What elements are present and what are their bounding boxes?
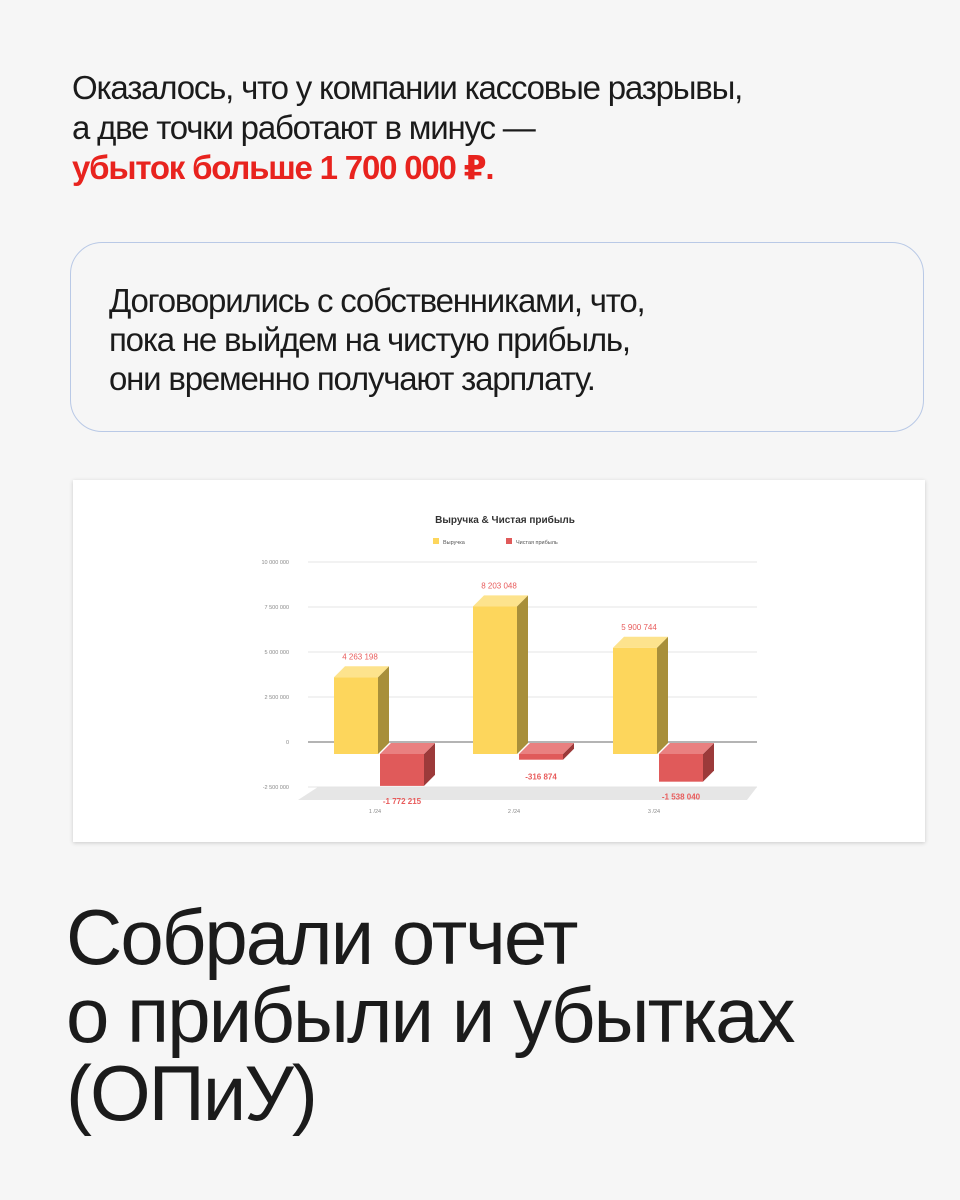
revenue-bar bbox=[613, 647, 657, 754]
bar-side bbox=[517, 595, 528, 754]
note-line: пока не выйдем на чистую прибыль, bbox=[109, 321, 631, 358]
chart-title: Выручка & Чистая прибыль bbox=[435, 514, 575, 526]
y-tick-label: -2 500 000 bbox=[263, 785, 289, 791]
bar-side bbox=[378, 666, 389, 754]
intro-line: а две точки работают в минус — bbox=[72, 109, 536, 146]
y-tick-label: 10 000 000 bbox=[261, 560, 289, 566]
intro-line: Оказалось, что у компании кассовые разры… bbox=[72, 69, 743, 106]
chart-floor bbox=[298, 787, 757, 800]
x-tick-label: 2 /24 bbox=[508, 809, 520, 815]
y-tick-label: 0 bbox=[286, 740, 289, 746]
bar-top bbox=[659, 743, 714, 754]
note-line: Договорились с собственниками, что, bbox=[109, 282, 646, 319]
x-tick-label: 1 /24 bbox=[369, 809, 381, 815]
revenue-bar bbox=[334, 677, 378, 754]
data-label: -316 874 bbox=[525, 773, 557, 782]
y-tick-label: 7 500 000 bbox=[265, 605, 289, 611]
x-tick-label: 3 /24 bbox=[648, 809, 660, 815]
bar-side bbox=[657, 636, 668, 754]
legend-label: Чистая прибыль bbox=[516, 540, 558, 546]
title-line: о прибыли и убытках bbox=[66, 971, 796, 1059]
note-box: Договорились с собственниками, что, пока… bbox=[70, 242, 924, 432]
bar-top bbox=[380, 743, 435, 754]
revenue-bar bbox=[473, 606, 517, 754]
chart-card: 10 000 000 7 500 000 5 000 000 2 500 000 0 -2… bbox=[73, 480, 925, 842]
y-tick-label: 5 000 000 bbox=[265, 650, 289, 656]
page-title: Собрали отчет о прибыли и убытках (ОПиУ) bbox=[66, 893, 796, 1137]
note-text: Договорились с собственниками, что, пока… bbox=[109, 281, 646, 398]
bar-top bbox=[473, 595, 528, 607]
bar-top bbox=[519, 743, 574, 754]
bar-side bbox=[424, 743, 435, 786]
legend-label: Выручка bbox=[443, 540, 466, 546]
data-label: 5 900 744 bbox=[621, 623, 657, 632]
profit-bar bbox=[380, 754, 424, 786]
title-line: Собрали отчет bbox=[66, 893, 578, 981]
y-tick-label: 2 500 000 bbox=[265, 695, 289, 701]
data-label: -1 538 040 bbox=[662, 793, 701, 802]
bar-side bbox=[563, 743, 574, 760]
note-line: они временно получают зарплату. bbox=[109, 360, 596, 397]
bar-side bbox=[703, 743, 714, 782]
bar-top bbox=[613, 636, 668, 648]
loss-highlight: убыток больше 1 700 000 ₽. bbox=[72, 149, 495, 186]
legend-swatch bbox=[433, 538, 439, 544]
legend-swatch bbox=[506, 538, 512, 544]
profit-bar bbox=[519, 754, 563, 760]
profit-bar bbox=[659, 754, 703, 782]
data-label: 8 203 048 bbox=[481, 581, 517, 590]
data-label: 4 263 198 bbox=[342, 652, 378, 661]
bar-top bbox=[334, 666, 389, 678]
title-line: (ОПиУ) bbox=[66, 1049, 318, 1137]
data-label: -1 772 215 bbox=[383, 797, 422, 806]
revenue-profit-chart: 10 000 000 7 500 000 5 000 000 2 500 000 0 -2… bbox=[261, 514, 757, 815]
intro-text: Оказалось, что у компании кассовые разры… bbox=[72, 68, 743, 188]
